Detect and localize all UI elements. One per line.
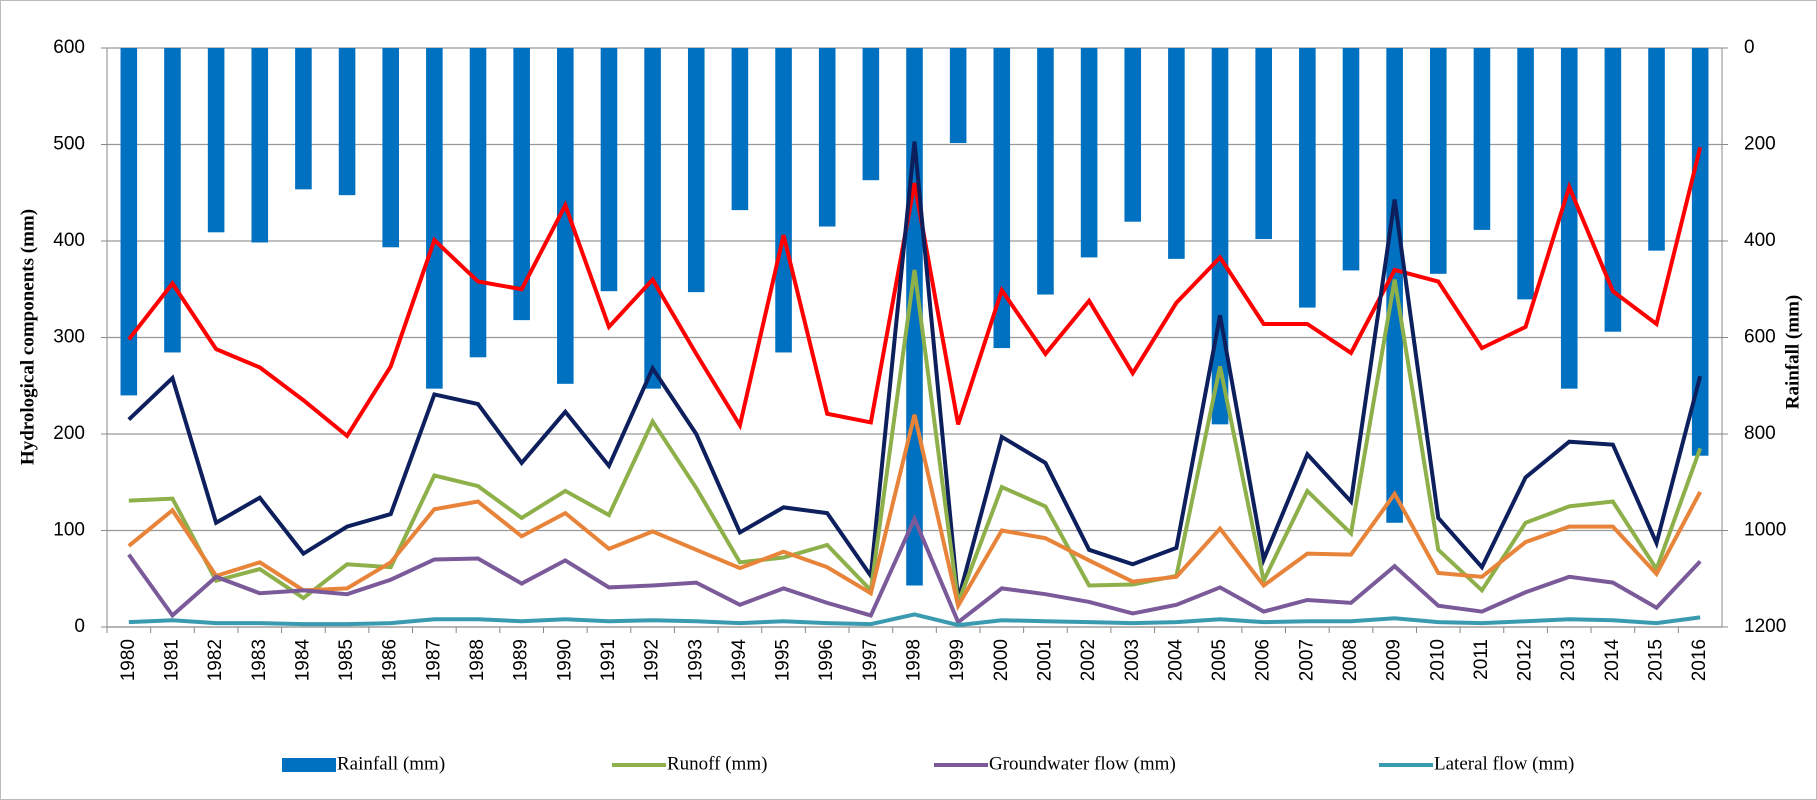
x-tick-label: 2015	[1646, 639, 1667, 681]
line	[128, 269, 1703, 604]
line	[127, 414, 1702, 612]
y-tick-label: 100	[53, 520, 85, 541]
bar	[1473, 48, 1491, 230]
y2-tick-label: 0	[1744, 37, 1755, 58]
line	[128, 612, 1701, 628]
legend-label: Lateral flow (mm)	[1434, 753, 1574, 774]
bar	[949, 48, 967, 144]
y-tick-label: 600	[53, 37, 85, 58]
x-tick-label: 2011	[1471, 639, 1492, 680]
x-tick-label: 1993	[685, 639, 706, 681]
x-tick-label: 1986	[380, 639, 401, 681]
y-tick-label: 0	[74, 616, 85, 637]
x-tick-label: 2014	[1602, 639, 1623, 682]
bar	[687, 48, 705, 293]
bar	[557, 48, 574, 384]
y2-tick-label: 800	[1744, 423, 1776, 444]
x-tick-label: 2013	[1558, 639, 1579, 681]
y-tick-label: 400	[53, 230, 85, 251]
x-tick-label: 2005	[1209, 639, 1230, 681]
bar	[120, 48, 138, 396]
x-tick-label: 1997	[860, 639, 881, 681]
bar	[1255, 48, 1272, 240]
x-tick-label: 1982	[205, 639, 226, 681]
x-tick-label: 2001	[1034, 639, 1055, 681]
x-tick-label: 2008	[1340, 639, 1361, 681]
x-tick-label: 1983	[249, 639, 270, 681]
legend-swatch	[282, 758, 336, 772]
bar	[1124, 48, 1142, 222]
bar	[251, 48, 269, 243]
bar	[1560, 48, 1578, 389]
x-tick-label: 2000	[991, 639, 1012, 681]
x-tick-label: 1989	[511, 639, 532, 681]
y-tick-label: 200	[53, 423, 85, 444]
x-tick-label: 1992	[642, 639, 663, 681]
x-tick-label: 1988	[467, 639, 488, 681]
legend-label: Groundwater flow (mm)	[989, 753, 1176, 774]
bar	[382, 48, 400, 248]
bar	[862, 48, 880, 181]
y2-axis-title: Rainfall (mm)	[1782, 295, 1803, 410]
bar	[818, 48, 836, 227]
y2-tick-label: 400	[1744, 230, 1776, 251]
bar	[295, 48, 312, 190]
bar	[1037, 48, 1054, 295]
x-tick-label: 1999	[947, 639, 968, 681]
y2-tick-label: 1200	[1744, 616, 1786, 637]
bar	[1168, 48, 1185, 259]
x-tick-label: 2003	[1122, 639, 1143, 681]
legend-label: Runoff (mm)	[667, 753, 767, 774]
line	[127, 141, 1703, 601]
bar	[1299, 48, 1316, 308]
x-tick-label: 1996	[816, 639, 837, 681]
x-tick-label: 1980	[118, 639, 139, 681]
bar	[426, 48, 443, 389]
bar	[1517, 48, 1534, 300]
y-tick-label: 500	[53, 134, 85, 155]
x-tick-label: 1981	[161, 639, 182, 681]
x-tick-label: 1995	[773, 639, 794, 681]
x-tick-label: 1991	[598, 639, 619, 681]
x-tick-label: 2007	[1296, 639, 1317, 681]
x-tick-label: 2012	[1515, 639, 1536, 681]
y-tick-label: 300	[53, 327, 85, 348]
x-tick-label: 1994	[729, 639, 750, 682]
bar	[731, 48, 749, 211]
bar	[207, 48, 225, 233]
bar	[1342, 48, 1360, 271]
bar	[644, 48, 661, 389]
y2-tick-label: 1000	[1744, 520, 1786, 541]
bar	[993, 48, 1011, 349]
x-tick-label: 2009	[1384, 639, 1405, 681]
x-tick-label: 2002	[1078, 639, 1099, 681]
bar	[1429, 48, 1447, 274]
x-tick-label: 2006	[1253, 639, 1274, 681]
bar	[600, 48, 618, 292]
y-axis-title: Hydrological components (mm)	[17, 209, 38, 465]
bar	[775, 48, 792, 353]
y2-tick-label: 600	[1744, 327, 1776, 348]
bar	[1648, 48, 1665, 251]
legend-label: Rainfall (mm)	[337, 753, 445, 774]
bar	[164, 48, 181, 353]
x-tick-label: 1987	[423, 639, 444, 681]
x-tick-label: 2004	[1165, 639, 1186, 682]
bar	[1691, 48, 1709, 456]
x-tick-label: 1984	[292, 639, 313, 682]
bar	[469, 48, 487, 358]
x-tick-label: 2016	[1689, 639, 1710, 681]
x-tick-label: 1998	[904, 639, 925, 681]
x-tick-label: 2010	[1427, 639, 1448, 681]
bar	[338, 48, 356, 196]
x-tick-label: 1985	[336, 639, 357, 681]
y2-tick-label: 200	[1744, 134, 1776, 155]
bar	[513, 48, 530, 321]
x-tick-label: 1990	[554, 639, 575, 681]
line	[127, 513, 1702, 626]
line	[127, 146, 1703, 439]
bar	[1080, 48, 1098, 258]
bar	[1604, 48, 1622, 332]
